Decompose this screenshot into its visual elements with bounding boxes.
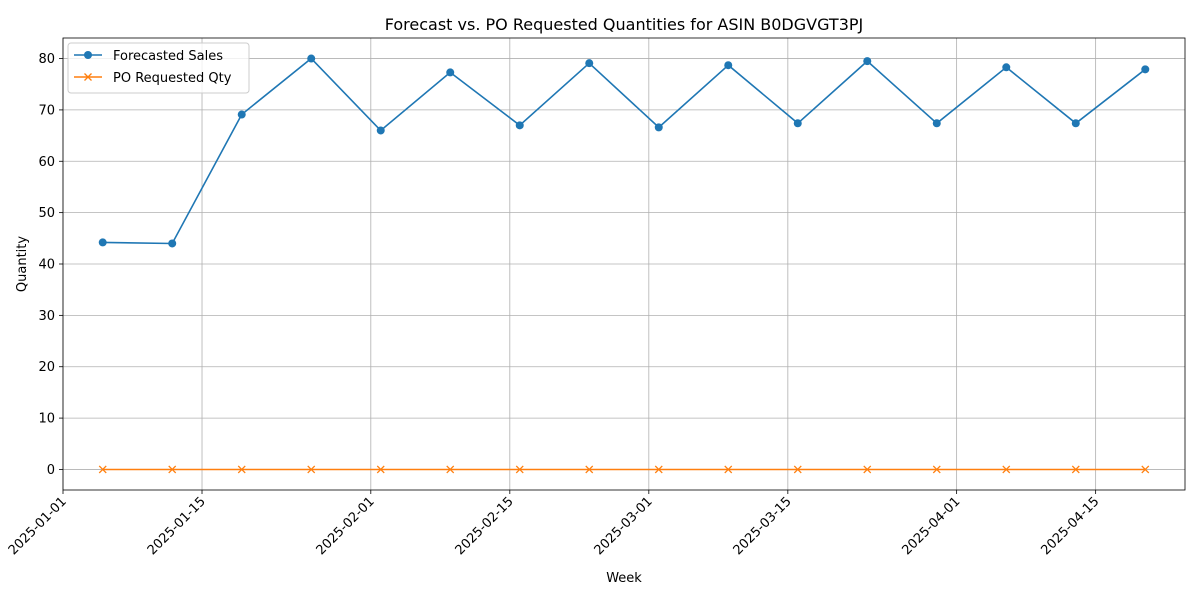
legend-label-forecast: Forecasted Sales [113,49,223,64]
data-point-po [98,465,107,474]
data-point-po-stroke [724,465,733,474]
y-axis-label: Quantity [15,236,30,292]
series-layer [98,54,1150,474]
data-point-po [863,465,872,474]
data-point-po [793,465,802,474]
data-point-forecast [98,238,107,247]
data-point-po [1002,465,1011,474]
data-point-forecast [654,123,663,132]
data-point-forecast [793,119,802,128]
data-point-po [724,465,733,474]
y-tick-label: 30 [38,309,55,324]
data-point-forecast [585,59,594,68]
data-point-forecast [307,54,316,63]
data-point-po-stroke [1002,465,1011,474]
data-point-forecast [376,126,385,135]
data-point-forecast [1141,65,1150,74]
data-point-forecast [446,68,455,77]
y-tick-label: 0 [47,463,55,478]
y-tick-label: 50 [38,206,55,221]
data-point-forecast [1002,63,1011,72]
data-point-po [932,465,941,474]
data-point-po-stroke [237,465,246,474]
data-point-po [376,465,385,474]
data-point-po-stroke [932,465,941,474]
data-point-forecast [932,119,941,128]
y-tick-label: 40 [38,258,55,273]
data-point-po-stroke [168,465,177,474]
data-point-po [515,465,524,474]
legend-x-mark-stroke [84,73,92,81]
data-point-forecast [724,61,733,70]
y-tick-label: 20 [38,360,55,375]
series-line-forecast [102,57,1146,245]
legend-marker-po [84,73,92,81]
data-point-forecast [168,239,177,248]
data-point-po [237,465,246,474]
data-point-po-stroke [515,465,524,474]
data-point-forecast [515,121,524,130]
data-point-po-stroke [98,465,107,474]
y-tick-label: 10 [38,412,55,427]
data-point-po-stroke [446,465,455,474]
data-point-po-stroke [793,465,802,474]
data-point-po-stroke [307,465,316,474]
data-point-po [1141,465,1150,474]
data-point-po-stroke [1071,465,1080,474]
data-point-po-stroke [1141,465,1150,474]
data-point-forecast [1071,119,1080,128]
data-point-po [585,465,594,474]
legend-box [67,42,250,94]
legend-label-po: PO Requested Qty [113,71,232,86]
data-point-po-stroke [654,465,663,474]
legend-x-mark [84,73,92,81]
data-point-po [654,465,663,474]
data-point-po [446,465,455,474]
data-point-po-stroke [863,465,872,474]
data-point-po-stroke [376,465,385,474]
data-point-forecast [237,110,246,119]
data-point-po-stroke [585,465,594,474]
data-point-forecast [863,57,872,66]
x-axis-label: Week [606,571,642,586]
chart-title: Forecast vs. PO Requested Quantities for… [385,15,863,34]
data-point-po [168,465,177,474]
legend-marker-forecast [84,51,92,59]
y-tick-label: 70 [38,103,55,118]
legend: Forecasted Sales PO Requested Qty [67,42,250,94]
data-point-po [1071,465,1080,474]
y-tick-label: 80 [38,52,55,67]
y-tick-label: 60 [38,155,55,170]
data-point-po [307,465,316,474]
